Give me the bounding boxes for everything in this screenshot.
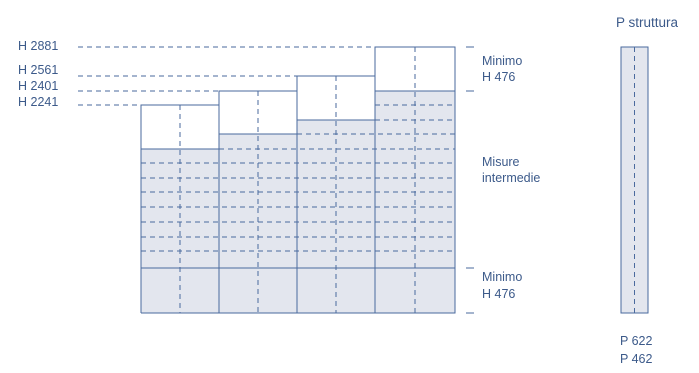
height-reference-lines [78, 46, 375, 106]
intermediate-label: Misure [482, 155, 520, 169]
bottom-minimum-label: Minimo [482, 270, 523, 284]
height-label-2401: H 2401 [18, 79, 59, 93]
cabinet-outline [140, 46, 456, 314]
height-label-2561: H 2561 [18, 63, 59, 77]
structure-title: P struttura [616, 15, 679, 30]
structure-panel [620, 46, 649, 314]
shaded-area [141, 91, 455, 313]
structure-depth-622: P 622 [620, 334, 653, 348]
dimension-ticks [466, 46, 474, 314]
top-minimum-label: Minimo [482, 54, 523, 68]
height-label-2881: H 2881 [18, 39, 59, 53]
intermediate-shelves [141, 104, 455, 252]
intermediate-label-2: intermedie [482, 171, 541, 185]
bottom-minimum-value: H 476 [482, 287, 516, 301]
top-minimum-value: H 476 [482, 70, 516, 84]
structure-depth-462: P 462 [620, 352, 653, 366]
module-center-lines [179, 47, 416, 313]
height-label-2241: H 2241 [18, 95, 59, 109]
